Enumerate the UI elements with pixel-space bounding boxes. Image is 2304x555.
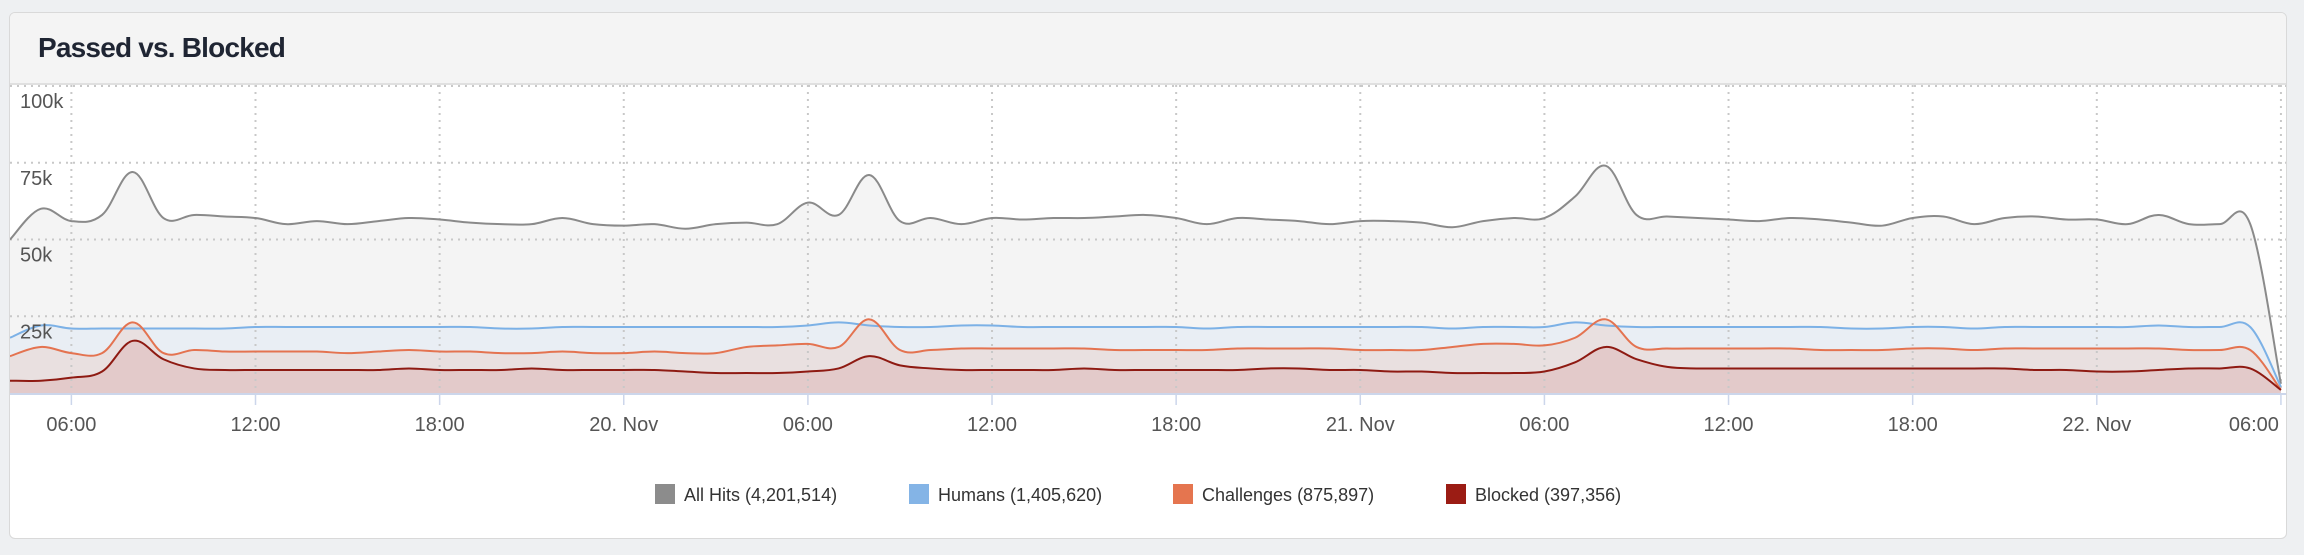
line-humans — [10, 321, 2282, 388]
x-tick-label: 12:00 — [967, 414, 1017, 436]
card-header: Passed vs. Blocked — [10, 13, 2286, 85]
x-tick-label: 18:00 — [1888, 414, 1938, 436]
x-tick-label: 18:00 — [415, 414, 465, 436]
x-tick-label: 06:00 — [1519, 414, 1569, 436]
line-all-hits — [10, 164, 2282, 384]
x-tick-label: 12:00 — [1704, 414, 1754, 436]
legend-swatch-all-hits[interactable] — [655, 484, 675, 504]
x-tick-label: 06:00 — [2229, 414, 2279, 436]
x-tick-label: 20. Nov — [589, 414, 658, 436]
y-tick-label: 50k — [20, 245, 53, 267]
legend-item-humans[interactable]: Humans (1,405,620) — [938, 485, 1102, 505]
y-tick-label: 75k — [20, 168, 53, 190]
passed-vs-blocked-chart: 25k 50k 75k 100k 06:00 12:00 18:00 20. Nov 06:00… — [10, 85, 2286, 505]
legend-item-all-hits[interactable]: All Hits (4,201,514) — [684, 485, 837, 505]
chart-title: Passed vs. Blocked — [38, 32, 286, 63]
x-tick-label: 06:00 — [783, 414, 833, 436]
legend-swatch-humans[interactable] — [909, 484, 929, 504]
x-tick-label: 06:00 — [46, 414, 96, 436]
y-tick-label: 100k — [20, 91, 64, 113]
x-tick-label: 22. Nov — [2062, 414, 2131, 436]
line-blocked — [10, 339, 2282, 391]
legend-swatch-challenges[interactable] — [1173, 484, 1193, 504]
area-blocked — [10, 340, 2281, 393]
x-tick-label: 21. Nov — [1326, 414, 1395, 436]
line-challenges — [10, 318, 2282, 391]
legend-item-blocked[interactable]: Blocked (397,356) — [1475, 485, 1621, 505]
chart-card: Passed vs. Blocked 25k 50k 75k 100k 06:00 12:… — [9, 12, 2287, 539]
x-tick-label: 12:00 — [230, 414, 280, 436]
x-tick-label: 18:00 — [1151, 414, 1201, 436]
y-tick-label: 25k — [20, 321, 53, 343]
legend-swatch-blocked[interactable] — [1446, 484, 1466, 504]
legend-item-challenges[interactable]: Challenges (875,897) — [1202, 485, 1374, 505]
